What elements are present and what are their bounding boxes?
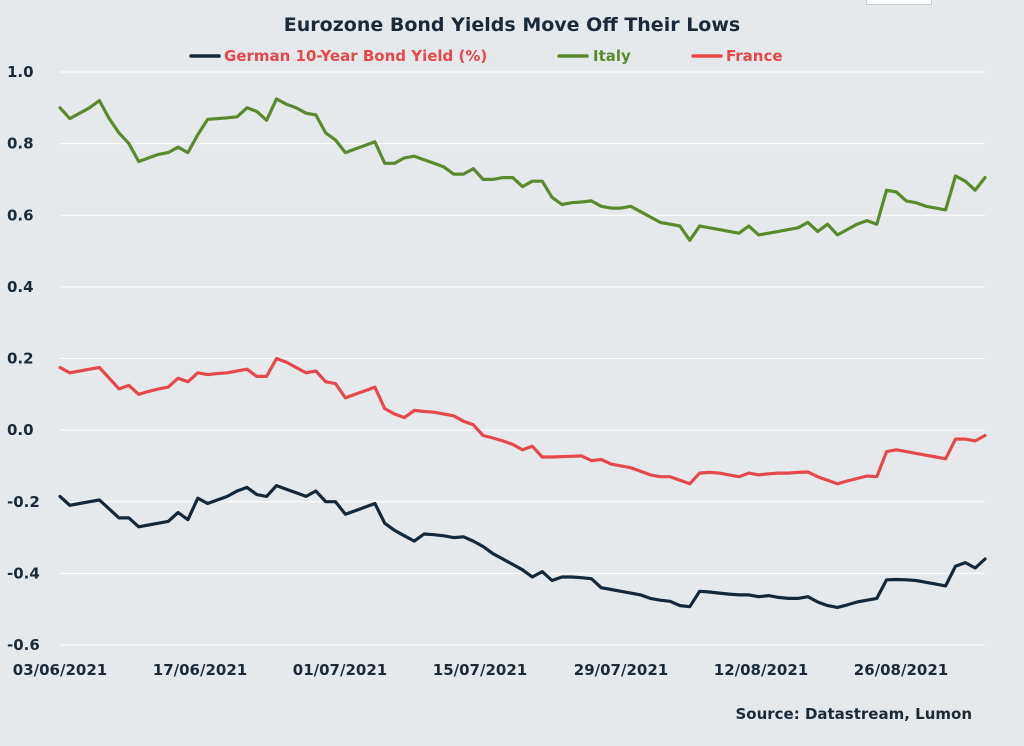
series-line-german-10-year-bond-yield (58, 484, 987, 610)
corner-widget (866, 0, 932, 5)
y-tick-label: -0.2 (7, 493, 40, 511)
series-line-italy (58, 97, 987, 242)
y-tick-label: 0.8 (7, 135, 34, 153)
x-tick-label: 15/07/2021 (433, 661, 527, 679)
legend-label: Italy (593, 47, 631, 65)
x-tick-label: 01/07/2021 (293, 661, 387, 679)
x-tick-label: 26/08/2021 (854, 661, 948, 679)
gridlines (60, 71, 985, 646)
x-tick-label: 29/07/2021 (574, 661, 668, 679)
y-tick-label: -0.4 (7, 564, 40, 582)
x-tick-label: 12/08/2021 (714, 661, 808, 679)
y-axis-ticks: 1.0 0.8 0.6 0.4 0.2 0.0 -0.2 -0.4 -0.6 (7, 63, 40, 654)
legend-label: France (726, 47, 783, 65)
y-tick-label: 0.6 (7, 206, 34, 224)
y-tick-label: -0.6 (7, 636, 40, 654)
x-axis-ticks: 03/06/2021 17/06/2021 01/07/2021 15/07/2021… (13, 661, 948, 679)
y-tick-label: 0.0 (7, 421, 34, 439)
legend-label: German 10-Year Bond Yield (%) (224, 47, 487, 65)
x-tick-label: 17/06/2021 (153, 661, 247, 679)
source-note: Source: Datastream, Lumon (735, 705, 972, 723)
series-lines (58, 97, 987, 610)
x-tick-label: 03/06/2021 (13, 661, 107, 679)
chart-title: Eurozone Bond Yields Move Off Their Lows (284, 14, 740, 36)
legend: German 10-Year Bond Yield (%) Italy France (189, 47, 783, 65)
y-tick-label: 0.2 (7, 350, 34, 368)
y-tick-label: 1.0 (7, 63, 34, 81)
y-tick-label: 0.4 (7, 278, 34, 296)
series-line-france (58, 356, 987, 486)
